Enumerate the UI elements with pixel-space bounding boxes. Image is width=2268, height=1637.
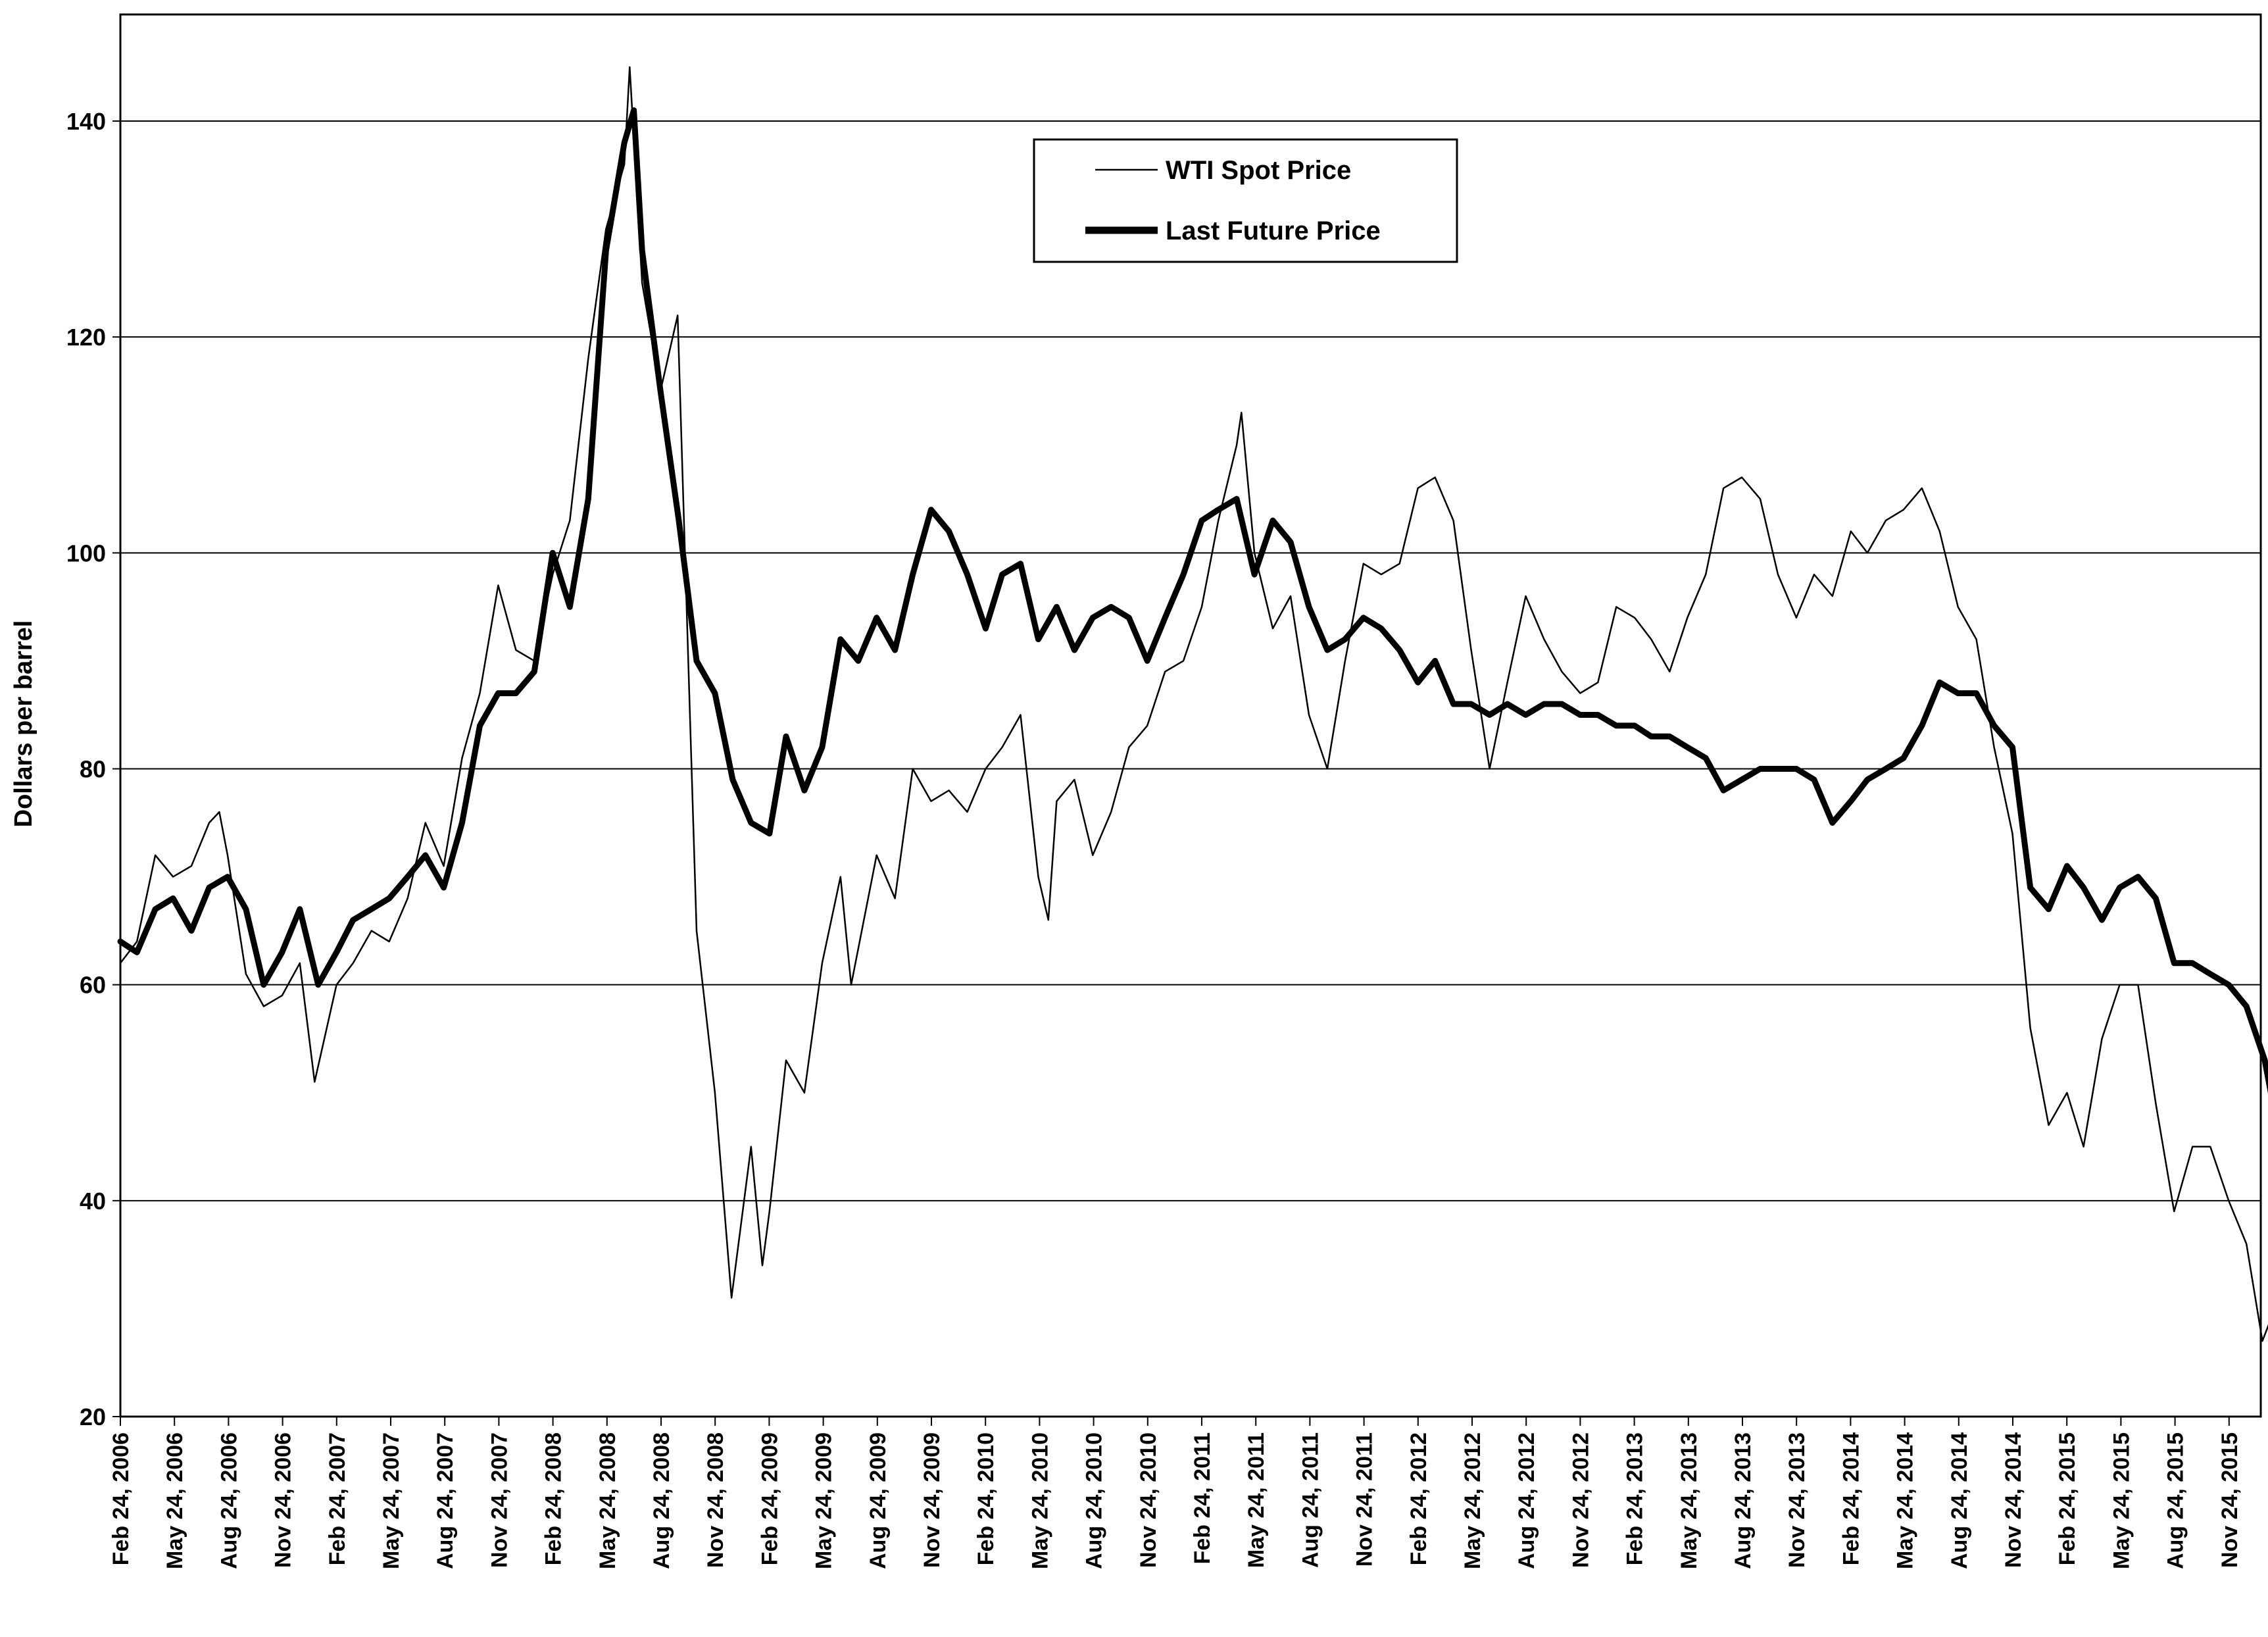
x-tick-label: Feb 24, 2013 bbox=[1623, 1432, 1648, 1565]
x-tick-label: Aug 24, 2008 bbox=[649, 1432, 674, 1569]
x-tick-label: May 24, 2009 bbox=[812, 1432, 837, 1569]
x-tick-label: Feb 24, 2006 bbox=[109, 1432, 134, 1565]
series-last-future-price bbox=[117, 107, 2268, 1094]
x-tick-label: May 24, 2006 bbox=[162, 1432, 187, 1569]
x-tick-label: Nov 24, 2012 bbox=[1568, 1432, 1593, 1568]
x-tick-label: May 24, 2012 bbox=[1460, 1432, 1485, 1569]
x-tick-label: Feb 24, 2015 bbox=[2055, 1432, 2080, 1565]
x-tick-label: May 24, 2014 bbox=[1893, 1432, 1918, 1569]
x-tick-label: Aug 24, 2010 bbox=[1082, 1432, 1107, 1569]
x-tick-label: Feb 24, 2014 bbox=[1838, 1432, 1863, 1565]
x-tick-label: Feb 24, 2010 bbox=[974, 1432, 998, 1565]
x-tick-label: Nov 24, 2009 bbox=[920, 1432, 945, 1568]
legend-entry-wti-spot-price: WTI Spot Price bbox=[1166, 156, 1351, 185]
y-tick-label: 80 bbox=[80, 756, 106, 783]
x-tick-label: Nov 24, 2011 bbox=[1352, 1432, 1377, 1567]
x-tick-label: Nov 24, 2010 bbox=[1136, 1432, 1161, 1568]
y-tick-label: 60 bbox=[80, 972, 106, 999]
x-tick-label: Feb 24, 2008 bbox=[541, 1432, 566, 1565]
x-tick-label: Aug 24, 2012 bbox=[1514, 1432, 1539, 1569]
y-tick-label: 20 bbox=[80, 1403, 106, 1430]
x-tick-label: May 24, 2011 bbox=[1244, 1432, 1269, 1568]
x-tick-label: Aug 24, 2007 bbox=[433, 1432, 458, 1569]
y-axis: 20 40 60 80 100 120 140 bbox=[66, 108, 120, 1430]
x-tick-label: Nov 24, 2015 bbox=[2217, 1432, 2242, 1568]
series-wti-spot-price bbox=[119, 66, 2268, 1342]
x-tick-label: Aug 24, 2011 bbox=[1298, 1432, 1323, 1568]
x-tick-label: Aug 24, 2006 bbox=[216, 1432, 241, 1569]
series-line bbox=[119, 66, 2268, 1342]
y-axis-label: Dollars per barrel bbox=[10, 620, 37, 828]
y-tick-label: 140 bbox=[66, 108, 106, 135]
legend-box bbox=[1033, 138, 1458, 263]
legend-entry-last-future-price: Last Future Price bbox=[1166, 216, 1381, 245]
x-tick-label: Nov 24, 2013 bbox=[1785, 1432, 1810, 1568]
x-tick-label: May 24, 2008 bbox=[595, 1432, 620, 1569]
y-tick-label: 120 bbox=[66, 324, 106, 351]
x-tick-label: Aug 24, 2013 bbox=[1731, 1432, 1756, 1569]
x-tick-label: Feb 24, 2012 bbox=[1406, 1432, 1431, 1565]
x-tick-label: Aug 24, 2014 bbox=[1947, 1432, 1972, 1569]
y-tick-label: 40 bbox=[80, 1188, 106, 1215]
legend: WTI Spot Price Last Future Price bbox=[1033, 138, 1458, 263]
x-tick-label: May 24, 2010 bbox=[1027, 1432, 1052, 1569]
series-line bbox=[117, 107, 2268, 1094]
x-tick-label: Feb 24, 2009 bbox=[757, 1432, 782, 1565]
plot-frame bbox=[119, 13, 2262, 1418]
x-tick-label: Aug 24, 2015 bbox=[2163, 1432, 2188, 1569]
x-tick-label: Nov 24, 2014 bbox=[2001, 1432, 2026, 1568]
x-tick-label: Nov 24, 2007 bbox=[487, 1432, 512, 1568]
x-tick-label: Feb 24, 2007 bbox=[325, 1432, 350, 1565]
x-tick-label: Nov 24, 2006 bbox=[271, 1432, 296, 1568]
x-tick-label: May 24, 2007 bbox=[379, 1432, 404, 1569]
x-tick-label: Feb 24, 2011 bbox=[1190, 1432, 1215, 1564]
x-tick-label: May 24, 2015 bbox=[2109, 1432, 2134, 1569]
x-tick-label: May 24, 2013 bbox=[1677, 1432, 1702, 1569]
x-tick-label: Aug 24, 2009 bbox=[866, 1432, 891, 1569]
series-layer bbox=[117, 66, 2268, 1342]
x-axis: Feb 24, 2006 May 24, 2006 Aug 24, 2006 Nov … bbox=[109, 1417, 2242, 1569]
x-tick-label: Nov 24, 2008 bbox=[703, 1432, 728, 1568]
y-tick-label: 100 bbox=[66, 540, 106, 567]
